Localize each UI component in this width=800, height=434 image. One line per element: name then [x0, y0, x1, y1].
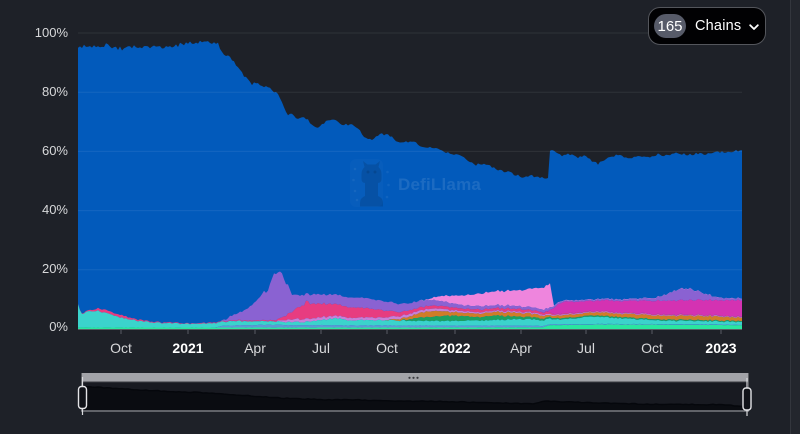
svg-text:Jul: Jul	[312, 340, 330, 356]
svg-text:20%: 20%	[42, 261, 68, 276]
svg-text:2023: 2023	[705, 340, 736, 356]
svg-text:Oct: Oct	[110, 340, 132, 356]
svg-text:0%: 0%	[49, 319, 68, 334]
svg-text:Apr: Apr	[244, 340, 266, 356]
svg-text:100%: 100%	[35, 25, 69, 40]
svg-text:Apr: Apr	[510, 340, 532, 356]
svg-text:Jul: Jul	[577, 340, 595, 356]
svg-text:40%: 40%	[42, 202, 68, 217]
svg-text:DefiLlama: DefiLlama	[398, 175, 481, 194]
svg-text:2021: 2021	[172, 340, 203, 356]
svg-text:80%: 80%	[42, 84, 68, 99]
svg-text:2022: 2022	[439, 340, 470, 356]
svg-text:Oct: Oct	[641, 340, 663, 356]
svg-text:60%: 60%	[42, 143, 68, 158]
svg-text:Oct: Oct	[376, 340, 398, 356]
